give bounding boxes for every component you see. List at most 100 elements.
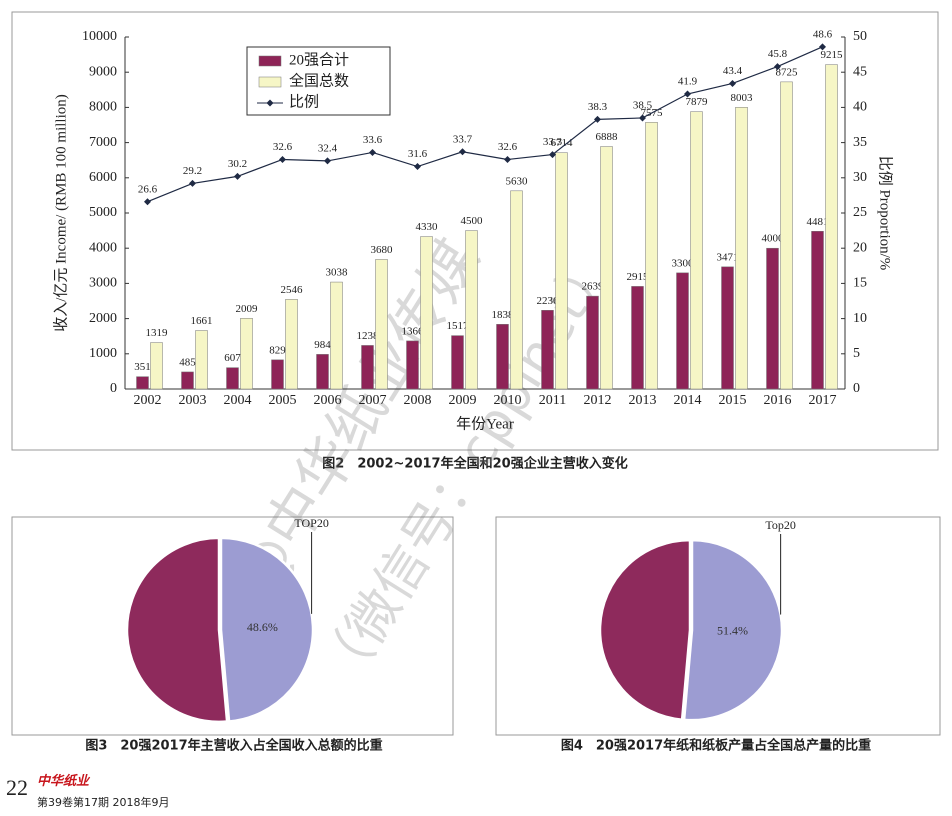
- point: [369, 148, 376, 156]
- point: [684, 90, 691, 98]
- bar: [825, 64, 838, 390]
- data-label: 1838: [492, 309, 515, 321]
- line: [147, 46, 823, 203]
- page-number: 22: [6, 775, 28, 800]
- data-label: 43.4: [723, 65, 743, 77]
- bar: [240, 318, 253, 390]
- bar: [735, 107, 748, 390]
- pie-slice: [125, 536, 229, 724]
- y-tick-label: 4000: [89, 240, 117, 255]
- point: [819, 43, 826, 51]
- data-label: 3471: [717, 251, 739, 263]
- point: [459, 148, 466, 156]
- data-label: 48.6: [813, 28, 833, 40]
- data-label: 31.6: [408, 148, 428, 160]
- bar: [676, 272, 689, 390]
- data-label: 45.8: [768, 48, 788, 60]
- data-label: 51.4%: [717, 624, 748, 638]
- slice-label: TOP20: [294, 516, 328, 530]
- y-tick-label: 7000: [89, 135, 117, 150]
- data-label: 2546: [281, 284, 304, 296]
- x-tick-label: 2003: [179, 393, 207, 408]
- bar: [181, 371, 194, 390]
- issue-info: 第39卷第17期 2018年9月: [37, 795, 169, 809]
- data-label: 48.6%: [247, 620, 278, 634]
- bar: [406, 340, 419, 390]
- y2-tick-label: 30: [853, 170, 867, 185]
- data-label: 1319: [146, 327, 169, 339]
- x-tick-label: 2014: [674, 393, 702, 408]
- data-label: 4000: [762, 233, 785, 245]
- y2-tick-label: 40: [853, 100, 867, 115]
- x-tick-label: 2002: [134, 393, 162, 408]
- legend-label: 比例: [289, 93, 319, 110]
- bar: [451, 335, 464, 390]
- bar: [600, 146, 613, 390]
- caption: 图3 20强2017年主营收入占全国收入总额的比重: [85, 738, 382, 754]
- y-tick-label: 9000: [89, 64, 117, 79]
- data-label: 9215: [821, 49, 844, 61]
- bar: [316, 354, 329, 390]
- data-label: 26.6: [138, 183, 158, 195]
- legend-swatch: [266, 99, 274, 107]
- y-tick-label: 8000: [89, 100, 117, 115]
- journal-logo: 中华纸业: [37, 773, 91, 788]
- bar: [496, 324, 509, 390]
- pie-slice: [682, 538, 784, 722]
- data-label: 1238: [357, 330, 380, 342]
- x-tick-label: 2012: [584, 393, 612, 408]
- data-label: 32.4: [318, 142, 338, 154]
- data-label: 1661: [191, 315, 213, 327]
- data-label: 2009: [236, 303, 259, 315]
- bar: [780, 81, 793, 390]
- x-tick-label: 2006: [314, 393, 342, 408]
- legend-label: 全国总数: [289, 71, 349, 89]
- legend-swatch: [258, 76, 282, 88]
- point: [144, 198, 151, 206]
- y-tick-label: 6000: [89, 170, 117, 185]
- data-label: 33.7: [453, 133, 473, 145]
- point: [324, 157, 331, 165]
- bar: [631, 286, 644, 390]
- x-tick-label: 2016: [764, 393, 792, 408]
- data-label: 38.3: [588, 101, 608, 113]
- y2-tick-label: 50: [853, 29, 867, 44]
- legend-swatch: [258, 55, 282, 67]
- point: [549, 151, 556, 159]
- point: [414, 163, 421, 171]
- data-label: 4481: [807, 216, 829, 228]
- y-tick-label: 3000: [89, 276, 117, 291]
- data-label: 3680: [371, 244, 394, 256]
- data-label: 2639: [582, 281, 605, 293]
- bar: [721, 266, 734, 390]
- x-tick-label: 2017: [809, 393, 837, 408]
- chart-frame: [11, 516, 454, 736]
- bar: [361, 345, 374, 390]
- chart-frame: [11, 11, 939, 451]
- legend-label: 20强合计: [289, 51, 349, 68]
- data-label: 2236: [537, 295, 560, 307]
- point: [729, 79, 736, 87]
- x-tick-label: 2004: [224, 393, 252, 408]
- bar: [136, 376, 149, 390]
- data-label: 3300: [672, 257, 695, 269]
- data-label: 351: [134, 361, 151, 373]
- y2-tick-label: 45: [853, 64, 867, 79]
- data-label: 829: [269, 344, 286, 356]
- data-label: 4330: [416, 221, 439, 233]
- data-label: 32.6: [498, 141, 518, 153]
- x-tick-label: 2013: [629, 393, 657, 408]
- data-label: 33.6: [363, 134, 383, 146]
- data-label: 41.9: [678, 76, 698, 88]
- data-label: 29.2: [183, 165, 202, 177]
- data-label: 1517: [447, 320, 470, 332]
- bar: [510, 190, 523, 390]
- bar: [150, 342, 163, 390]
- y2-tick-label: 10: [853, 311, 867, 326]
- bar: [811, 231, 824, 390]
- y-tick-label: 5000: [89, 205, 117, 220]
- pie-slice: [219, 536, 315, 723]
- point: [639, 114, 646, 122]
- bar: [541, 310, 554, 390]
- caption: 图2 2002~2017年全国和20强企业主营收入变化: [322, 456, 627, 472]
